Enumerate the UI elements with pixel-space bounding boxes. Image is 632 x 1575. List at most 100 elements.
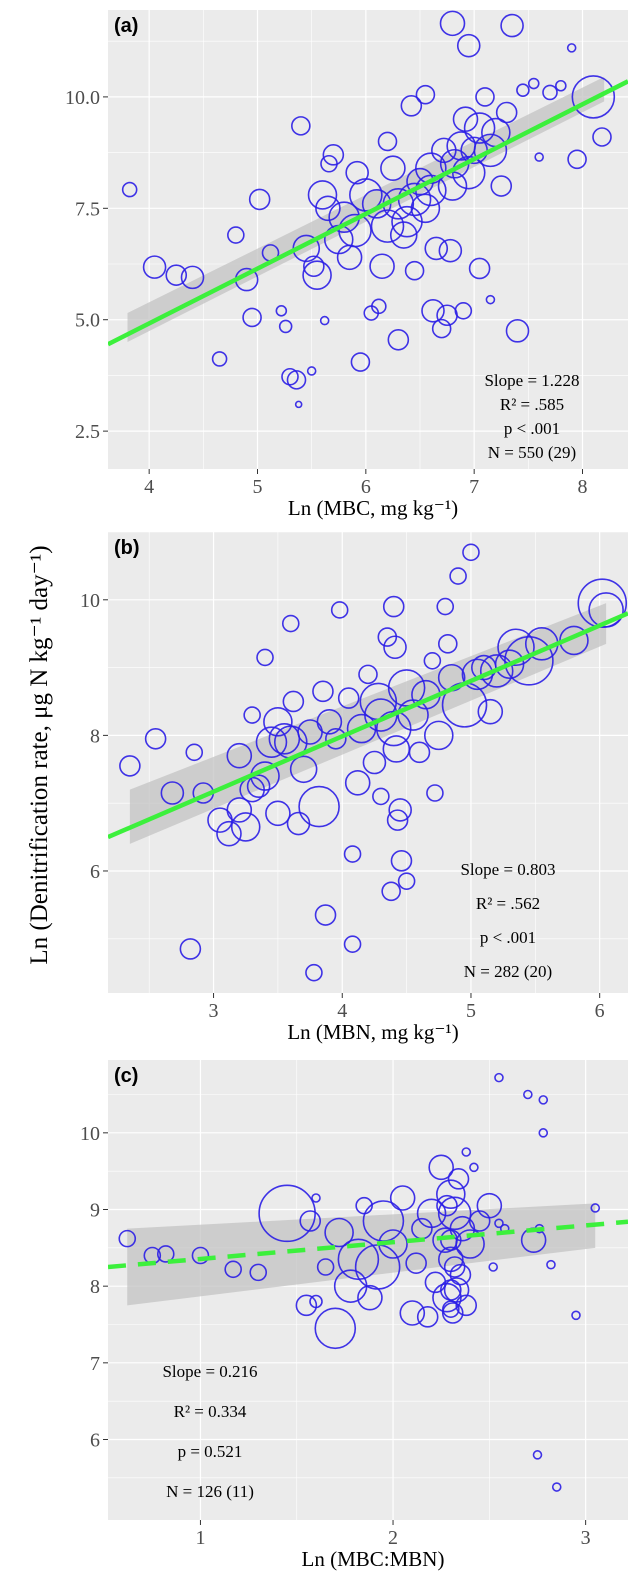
data-point — [447, 1168, 470, 1190]
data-point — [566, 43, 577, 53]
x-tick-label: 1 — [195, 1527, 205, 1549]
data-point — [121, 181, 138, 198]
plot-area — [108, 1072, 628, 1492]
data-point — [454, 302, 473, 320]
data-point — [278, 319, 293, 334]
data-point — [295, 1294, 318, 1317]
data-point — [224, 1260, 242, 1279]
data-point — [441, 1302, 464, 1324]
data-point — [239, 776, 265, 803]
stats-line: N = 126 (11) — [166, 1482, 254, 1501]
data-point — [424, 236, 449, 261]
plot-area — [108, 10, 628, 409]
stats-line: p < .001 — [504, 419, 560, 438]
x-tick-label: 5 — [253, 476, 263, 498]
data-point — [400, 95, 423, 117]
stats-line: Slope = 0.803 — [460, 860, 555, 879]
y-tick-label: 7 — [90, 1353, 100, 1375]
data-point — [265, 800, 291, 827]
data-point — [338, 213, 372, 248]
data-point — [381, 881, 401, 902]
data-point — [256, 648, 274, 667]
data-point — [275, 305, 288, 317]
data-point — [179, 938, 202, 960]
data-point — [165, 264, 188, 286]
data-point — [475, 87, 495, 107]
data-point — [426, 784, 444, 802]
data-point — [309, 1294, 323, 1309]
data-point — [319, 315, 330, 326]
data-point — [592, 127, 612, 147]
stats-line: N = 282 (20) — [464, 962, 552, 981]
data-point — [442, 1300, 460, 1318]
data-point — [375, 710, 412, 747]
data-point — [315, 195, 341, 222]
data-point — [246, 774, 271, 799]
data-point — [439, 10, 466, 37]
x-tick-label: 6 — [361, 476, 371, 498]
y-tick-label: 10 — [80, 590, 100, 612]
data-point — [211, 351, 228, 367]
data-point — [436, 597, 455, 616]
data-point — [423, 652, 442, 670]
data-point — [468, 257, 491, 280]
data-point — [497, 628, 535, 667]
data-point — [436, 1179, 466, 1209]
data-point — [312, 680, 334, 703]
data-point — [299, 1210, 322, 1232]
panel-0: 4 5 6 7 8 2.5 5.0 7.5 10.0 (a) Ln (MBC, mg kg⁻¹) Sl… — [65, 10, 628, 520]
data-point — [294, 400, 303, 409]
data-point — [505, 319, 530, 343]
data-point — [405, 1252, 427, 1274]
regression-line — [108, 79, 628, 347]
y-axis-label: Ln (Denitrification rate, μg N kg⁻¹ day⁻… — [26, 545, 53, 964]
data-point — [490, 175, 513, 197]
data-point — [316, 1258, 335, 1276]
data-point — [226, 742, 253, 769]
data-point — [473, 133, 508, 168]
data-point — [191, 1246, 210, 1265]
x-tick-label: 7 — [469, 476, 479, 498]
data-point — [555, 79, 567, 92]
data-point — [316, 709, 343, 735]
data-point — [311, 1193, 321, 1203]
data-point — [185, 743, 204, 762]
stats-line: p = 0.521 — [178, 1442, 243, 1461]
data-point — [410, 193, 441, 224]
x-tick-label: 3 — [581, 1527, 591, 1549]
panel-1: 3 4 5 6 6 8 10 (b) Ln (MBN, mg kg⁻¹) Slope = 0.80… — [80, 531, 628, 1044]
y-tick-label: 7.5 — [75, 198, 100, 220]
data-point — [476, 1192, 503, 1219]
data-point — [500, 13, 524, 38]
data-point — [346, 713, 377, 744]
data-point — [440, 1279, 462, 1301]
data-point — [349, 178, 383, 212]
data-point — [449, 567, 467, 585]
y-tick-label: 8 — [90, 725, 100, 747]
panel-tag: (a) — [114, 15, 138, 37]
data-point — [144, 727, 167, 750]
data-point — [428, 1154, 454, 1181]
data-point — [527, 77, 540, 90]
data-point — [534, 152, 544, 162]
data-point — [455, 1229, 485, 1259]
data-point — [551, 1482, 562, 1492]
data-point — [263, 707, 293, 737]
data-point — [330, 601, 349, 619]
data-point — [437, 1196, 472, 1231]
data-point — [479, 654, 514, 688]
data-point — [504, 636, 554, 686]
data-point — [289, 755, 318, 784]
y-tick-label: 6 — [90, 861, 100, 883]
data-point — [468, 1210, 491, 1232]
data-point — [291, 116, 311, 136]
data-point — [118, 1229, 137, 1248]
data-point — [436, 1194, 458, 1217]
data-point — [258, 1184, 316, 1243]
data-point — [298, 785, 340, 828]
data-point — [494, 1218, 504, 1229]
data-point — [397, 872, 416, 890]
y-tick-label: 9 — [90, 1200, 100, 1222]
data-point — [431, 318, 452, 339]
panels: 4 5 6 7 8 2.5 5.0 7.5 10.0 (a) Ln (MBC, mg kg⁻¹) Sl… — [65, 10, 628, 1571]
